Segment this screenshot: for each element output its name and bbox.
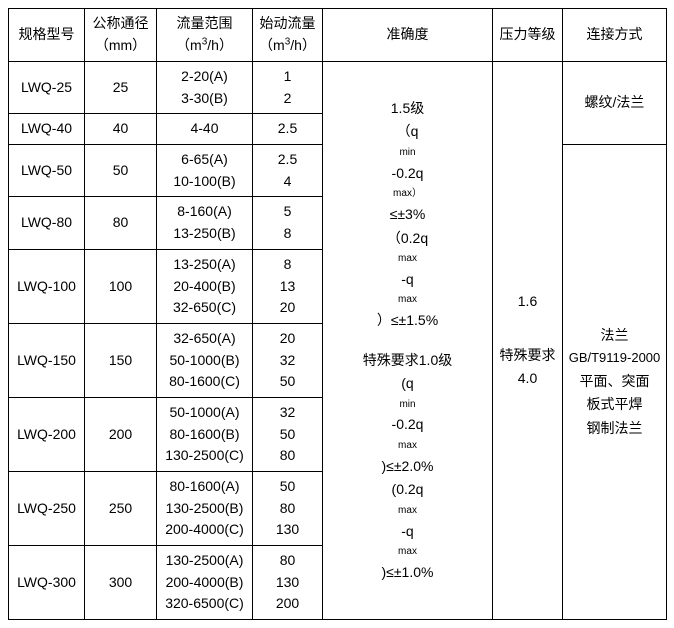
cell-model: LWQ-150 [9, 323, 85, 397]
cell-flow-range: 13-250(A)20-400(B)32-650(C) [157, 249, 253, 323]
cell-model: LWQ-40 [9, 114, 85, 145]
table-row: LWQ-25252-20(A)3-30(B)121.5级（qmin-0.2qma… [9, 62, 667, 114]
cell-model: LWQ-300 [9, 546, 85, 620]
dn-label: 公称通径 [93, 15, 149, 31]
cell-model: LWQ-25 [9, 62, 85, 114]
cell-flow-range: 130-2500(A)200-4000(B)320-6500(C) [157, 546, 253, 620]
cell-flow-range: 80-1600(A)130-2500(B)200-4000(C) [157, 472, 253, 546]
cell-flow-range: 4-40 [157, 114, 253, 145]
header-row: 规格型号 公称通径 （mm） 流量范围 （m3/h） 始动流量 （m3/h） 准… [9, 9, 667, 62]
col-flow-range: 流量范围 （m3/h） [157, 9, 253, 62]
cell-dn: 150 [85, 323, 157, 397]
cell-connection-bottom: 法兰GB/T9119-2000平面、突面板式平焊钢制法兰 [563, 145, 667, 620]
cell-dn: 250 [85, 472, 157, 546]
cell-start-flow: 80130200 [253, 546, 323, 620]
col-pressure: 压力等级 [493, 9, 563, 62]
dn-unit: （mm） [95, 37, 146, 53]
cell-dn: 25 [85, 62, 157, 114]
spec-table: 规格型号 公称通径 （mm） 流量范围 （m3/h） 始动流量 （m3/h） 准… [8, 8, 667, 620]
cell-connection-top: 螺纹/法兰 [563, 62, 667, 145]
cell-flow-range: 8-160(A)13-250(B) [157, 197, 253, 249]
col-model: 规格型号 [9, 9, 85, 62]
cell-start-flow: 58 [253, 197, 323, 249]
cell-flow-range: 6-65(A)10-100(B) [157, 145, 253, 197]
cell-dn: 50 [85, 145, 157, 197]
flow-range-label: 流量范围 [177, 15, 233, 31]
cell-start-flow: 81320 [253, 249, 323, 323]
cell-model: LWQ-80 [9, 197, 85, 249]
cell-dn: 40 [85, 114, 157, 145]
cell-start-flow: 325080 [253, 397, 323, 471]
cell-pressure: 1.6 特殊要求4.0 [493, 62, 563, 620]
cell-dn: 100 [85, 249, 157, 323]
cell-dn: 80 [85, 197, 157, 249]
col-connection: 连接方式 [563, 9, 667, 62]
flow-range-unit: （m3/h） [176, 37, 233, 53]
cell-model: LWQ-250 [9, 472, 85, 546]
col-accuracy: 准确度 [323, 9, 493, 62]
cell-start-flow: 2.54 [253, 145, 323, 197]
cell-start-flow: 203250 [253, 323, 323, 397]
cell-model: LWQ-50 [9, 145, 85, 197]
start-flow-label: 始动流量 [260, 15, 316, 31]
cell-flow-range: 2-20(A)3-30(B) [157, 62, 253, 114]
cell-dn: 200 [85, 397, 157, 471]
cell-dn: 300 [85, 546, 157, 620]
cell-flow-range: 32-650(A)50-1000(B)80-1600(C) [157, 323, 253, 397]
start-flow-unit: （m3/h） [259, 37, 316, 53]
cell-model: LWQ-200 [9, 397, 85, 471]
cell-start-flow: 5080130 [253, 472, 323, 546]
cell-flow-range: 50-1000(A)80-1600(B)130-2500(C) [157, 397, 253, 471]
col-dn: 公称通径 （mm） [85, 9, 157, 62]
cell-accuracy: 1.5级（qmin-0.2qmax） ≤±3%（0.2qmax-qmax）≤±1… [323, 62, 493, 620]
cell-model: LWQ-100 [9, 249, 85, 323]
col-start-flow: 始动流量 （m3/h） [253, 9, 323, 62]
cell-start-flow: 2.5 [253, 114, 323, 145]
cell-start-flow: 12 [253, 62, 323, 114]
